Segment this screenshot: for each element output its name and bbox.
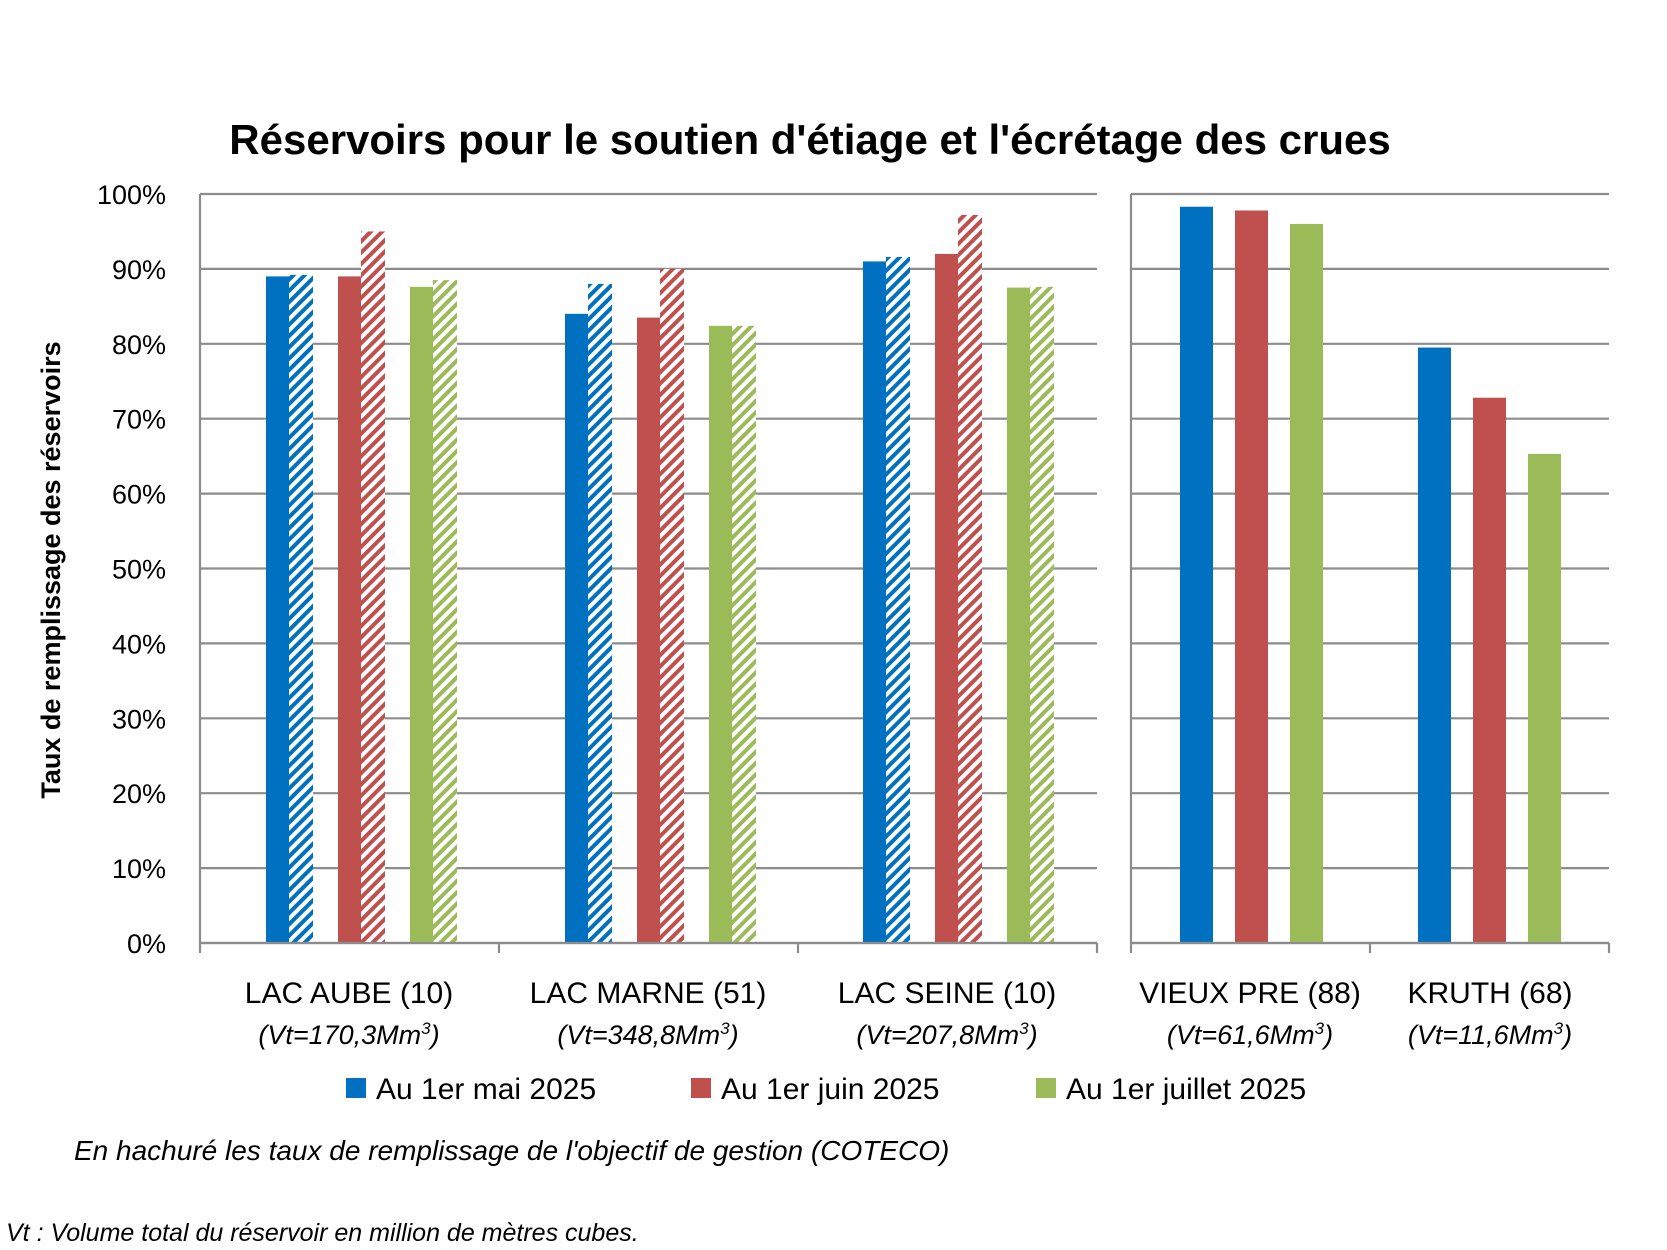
bar-objective — [433, 280, 457, 943]
category-label: LAC SEINE (10) — [838, 977, 1056, 1010]
y-tick-label: 30% — [112, 704, 166, 734]
legend-swatch-juin — [691, 1078, 711, 1098]
bars — [266, 206, 1561, 944]
bar-actual — [1473, 397, 1506, 943]
y-tick-label: 60% — [112, 480, 166, 510]
bar-actual — [1290, 223, 1323, 943]
y-axis-label: Taux de remplissage des réservoirs — [36, 341, 66, 798]
bar-actual — [338, 276, 361, 943]
y-tick-label: 80% — [112, 330, 166, 360]
y-tick-label: 40% — [112, 629, 166, 659]
bar-objective — [289, 274, 313, 944]
legend-label-juin: Au 1er juin 2025 — [721, 1073, 940, 1106]
bar-actual — [1007, 287, 1030, 943]
category-label: KRUTH (68) — [1407, 977, 1572, 1010]
bar-objective — [660, 268, 684, 943]
legend-swatch-mai — [346, 1078, 366, 1098]
bar-actual — [1180, 206, 1213, 943]
chart-title: Réservoirs pour le soutien d'étiage et l… — [229, 116, 1390, 163]
bar-actual — [266, 276, 289, 943]
bar-actual — [1528, 453, 1561, 943]
y-tick-label: 10% — [112, 854, 166, 884]
y-tick-label: 90% — [112, 255, 166, 285]
category-label: VIEUX PRE (88) — [1139, 977, 1361, 1010]
axes — [198, 194, 1611, 953]
category-labels: LAC AUBE (10) (Vt=170,3Mm3) LAC MARNE (51)… — [245, 977, 1573, 1050]
category-volume-label: (Vt=11,6Mm3) — [1408, 1019, 1572, 1050]
bar-actual — [935, 253, 958, 944]
category-volume-label: (Vt=170,3Mm3) — [258, 1019, 439, 1050]
legend-label-mai: Au 1er mai 2025 — [376, 1073, 596, 1106]
bar-objective — [588, 283, 612, 943]
bar-objective — [361, 231, 385, 943]
y-tick-label: 50% — [112, 555, 166, 585]
y-tick-label: 0% — [127, 929, 166, 959]
bar-actual — [1235, 210, 1268, 943]
bar-objective — [1030, 286, 1054, 944]
bar-actual — [863, 261, 886, 943]
bar-actual — [410, 286, 433, 944]
bar-actual — [637, 317, 660, 944]
vt-note: Vt : Volume total du réservoir en millio… — [6, 1219, 639, 1247]
y-tick-label: 20% — [112, 779, 166, 809]
category-volume-label: (Vt=207,8Mm3) — [856, 1019, 1037, 1050]
y-tick-label: 70% — [112, 405, 166, 435]
y-axis-ticks: 0% 10% 20% 30% 40% 50% 60% 70% 80% 90% 100% — [97, 180, 166, 959]
y-tick-label: 100% — [97, 180, 166, 210]
category-label: LAC AUBE (10) — [245, 977, 453, 1010]
hatch-note: En hachuré les taux de remplissage de l'… — [74, 1135, 949, 1166]
bar-objective — [886, 256, 910, 943]
bar-actual — [709, 325, 732, 944]
category-volume-label: (Vt=61,6Mm3) — [1167, 1019, 1333, 1050]
category-label: LAC MARNE (51) — [530, 977, 767, 1010]
legend-label-juillet: Au 1er juillet 2025 — [1066, 1073, 1306, 1106]
bar-actual — [565, 313, 588, 944]
legend: Au 1er mai 2025 Au 1er juin 2025 Au 1er … — [346, 1073, 1306, 1106]
bar-actual — [1418, 347, 1451, 943]
category-volume-label: (Vt=348,8Mm3) — [557, 1019, 738, 1050]
bar-objective — [732, 325, 756, 944]
legend-swatch-juillet — [1036, 1078, 1056, 1098]
bar-objective — [958, 214, 982, 944]
